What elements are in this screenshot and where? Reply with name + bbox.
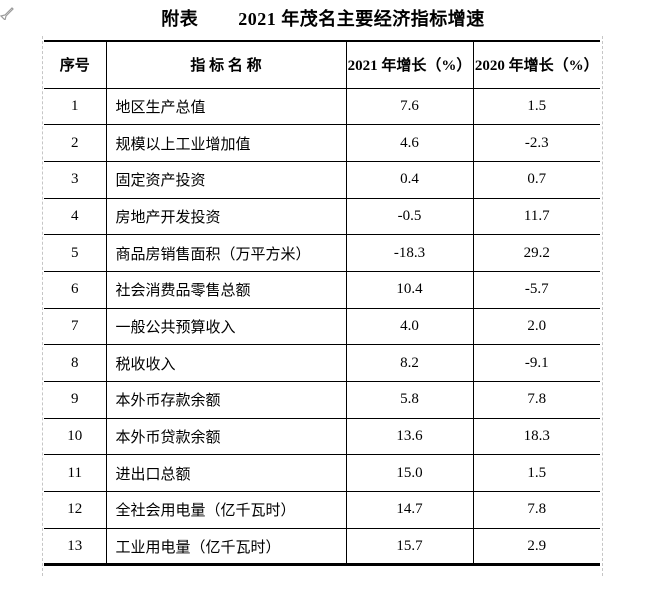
page-title: 附表 2021 年茂名主要经济指标增速 [0,5,646,31]
table-row: 8 税收收入 8.2 -9.1 [44,344,600,382]
table-right-dashed-gridline [602,36,603,576]
row-number-cell: 8 [44,344,107,382]
value-2021-cell: 15.0 [346,454,474,493]
table-row: 4 房地产开发投资 -0.5 11.7 [44,198,600,236]
table-body: 1 地区生产总值 7.6 1.5 2 规模以上工业增加值 4.6 -2.3 3 固定资产投资 0.4… [44,88,600,565]
value-2020-cell: 0.7 [473,161,600,199]
value-2020-cell: 7.8 [473,491,600,529]
row-number-cell: 7 [44,308,107,346]
column-header-2021: 2021 年增长（%） [346,41,474,89]
row-number-cell: 5 [44,234,107,272]
row-number-cell: 4 [44,198,107,236]
value-2021-cell: 15.7 [346,528,474,565]
indicator-name-cell: 进出口总额 [106,454,347,493]
indicator-name-cell: 工业用电量（亿千瓦时） [106,528,347,565]
column-header-2020: 2020 年增长（%） [473,41,600,89]
table-row: 5 商品房销售面积（万平方米） -18.3 29.2 [44,234,600,272]
row-number-cell: 12 [44,491,107,529]
indicator-name-cell: 本外币存款余额 [106,381,347,419]
indicator-name-cell: 房地产开发投资 [106,198,347,236]
indicator-name-cell: 商品房销售面积（万平方米） [106,234,347,272]
table-header-row: 序号 指 标 名 称 2021 年增长（%） 2020 年增长（%） [44,41,600,89]
value-2020-cell: 1.5 [473,454,600,493]
value-2020-cell: -2.3 [473,124,600,162]
value-2020-cell: -5.7 [473,271,600,309]
economic-indicators-table: 序号 指 标 名 称 2021 年增长（%） 2020 年增长（%） 1 地区生产… [44,40,600,567]
indicator-name-cell: 社会消费品零售总额 [106,271,347,309]
value-2020-cell: 18.3 [473,418,600,456]
row-number-cell: 11 [44,454,107,493]
value-2020-cell: 2.9 [527,537,547,554]
value-2021-cell: -0.5 [346,198,474,236]
table-row: 2 规模以上工业增加值 4.6 -2.3 [44,124,600,162]
table-row: 1 地区生产总值 7.6 1.5 [44,88,600,126]
indicator-name-cell: 税收收入 [106,344,347,382]
table-row: 9 本外币存款余额 5.8 7.8 [44,381,600,419]
table-row: 13 工业用电量（亿千瓦时） 15.7 2.9 [44,528,600,565]
value-2021-cell: 0.4 [346,161,474,199]
table-row: 11 进出口总额 15.0 1.5 [44,454,600,493]
value-2020-cell: 7.8 [473,381,600,419]
value-2021-cell: 4.6 [346,124,474,162]
row-number-cell: 6 [44,271,107,309]
title-prefix: 附表 [161,9,199,29]
indicator-name-cell: 全社会用电量（亿千瓦时） [106,491,347,529]
column-header-no: 序号 [44,41,107,89]
indicator-name-cell: 固定资产投资 [106,161,347,199]
row-number-cell: 13 [44,528,107,565]
table-row: 10 本外币贷款余额 13.6 18.3 [44,418,600,456]
value-2021-cell: 13.6 [346,418,474,456]
gray-arrow-cursor-icon [0,7,14,20]
value-2020-cell: -9.1 [473,344,600,382]
row-number-cell: 1 [44,88,107,126]
value-2020-cell: 11.7 [473,198,600,236]
value-2021-cell: 7.6 [346,88,474,126]
row-number-cell: 2 [44,124,107,162]
table-row: 3 固定资产投资 0.4 0.7 [44,161,600,199]
value-2021-cell: 8.2 [346,344,474,382]
row-number-cell: 3 [44,161,107,199]
table-row: 7 一般公共预算收入 4.0 2.0 [44,308,600,346]
value-2020-cell: 29.2 [473,234,600,272]
value-2020-cell: 1.5 [473,88,600,126]
indicator-name-cell: 本外币贷款余额 [106,418,347,456]
title-main: 2021 年茂名主要经济指标增速 [238,9,485,29]
value-2021-cell: -18.3 [346,234,474,272]
indicator-name-cell: 一般公共预算收入 [106,308,347,346]
value-2021-cell: 14.7 [346,491,474,529]
value-2021-cell: 5.8 [346,381,474,419]
table-left-dashed-gridline [42,36,43,576]
value-2020-cell: 2.0 [473,308,600,346]
value-2021-cell: 10.4 [346,271,474,309]
row-number-cell: 9 [44,381,107,419]
table-row: 12 全社会用电量（亿千瓦时） 14.7 7.8 [44,491,600,529]
table-header: 序号 指 标 名 称 2021 年增长（%） 2020 年增长（%） [44,41,600,89]
row-number-cell: 10 [44,418,107,456]
value-2021-cell: 4.0 [346,308,474,346]
table-row: 6 社会消费品零售总额 10.4 -5.7 [44,271,600,309]
column-header-indicator: 指 标 名 称 [106,41,347,89]
indicator-name-cell: 地区生产总值 [106,88,347,126]
indicator-name-cell: 规模以上工业增加值 [106,124,347,162]
